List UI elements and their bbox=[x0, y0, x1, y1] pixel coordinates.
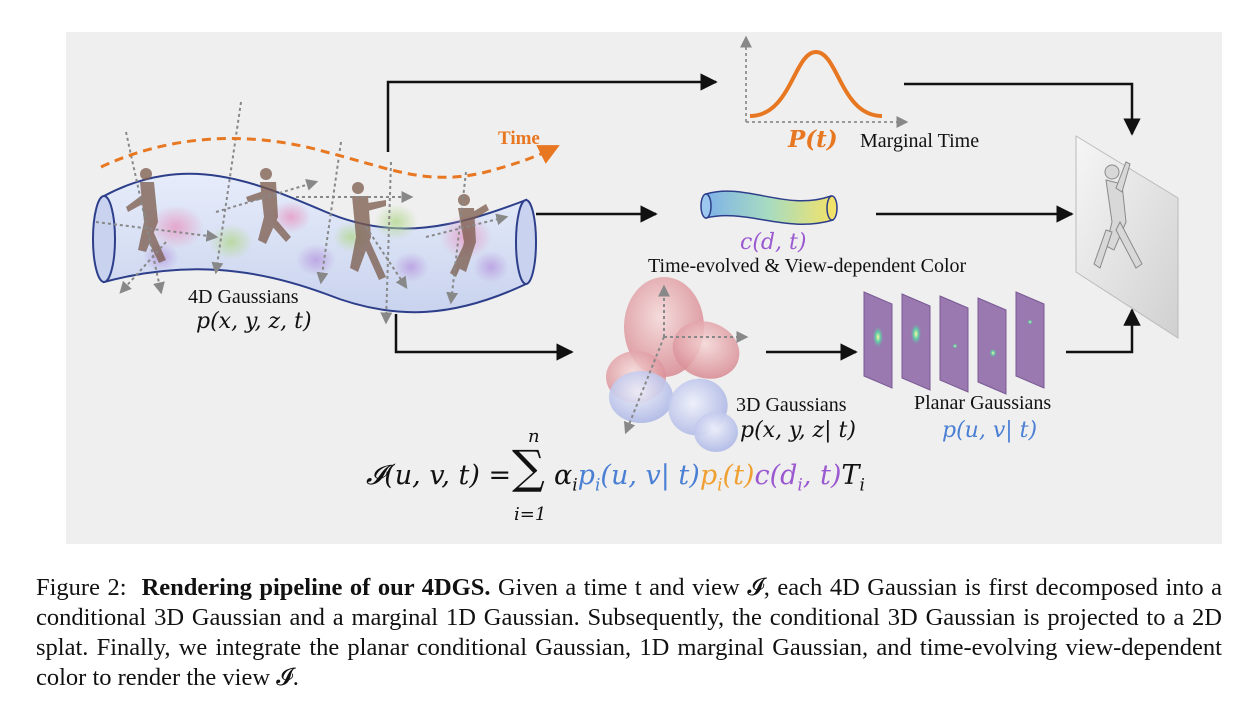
sum-sign: ∑ bbox=[512, 440, 545, 494]
p-cond: p bbox=[577, 460, 595, 491]
marginal-time-label: Marginal Time bbox=[860, 130, 980, 152]
p-cond-args: (u, v| t) bbox=[600, 460, 700, 491]
caption-bold-title: Rendering pipeline of our 4DGS. bbox=[141, 574, 491, 601]
color-function-label: Time-evolved & View-dependent Color bbox=[648, 255, 967, 277]
color-tube bbox=[700, 190, 838, 225]
figure-panel: Time P(t) Marginal Time c(d, t) Time-evo… bbox=[66, 32, 1222, 544]
p-marg: p bbox=[699, 460, 718, 491]
pipeline-diagram bbox=[92, 35, 1179, 452]
planar-gaussians-label: Planar Gaussians bbox=[914, 392, 1052, 414]
rendered-view bbox=[1075, 135, 1179, 339]
3d-gaussians-math: p(x, y, z| t) bbox=[740, 418, 856, 443]
3d-gaussian-ellipsoids bbox=[606, 277, 749, 452]
sum-upper-limit: n bbox=[528, 426, 540, 447]
planar-gaussians-math: p(u, v| t) bbox=[942, 418, 1038, 443]
marginal-time-plot bbox=[740, 35, 909, 128]
axis-lines bbox=[95, 101, 509, 325]
c-close: , t) bbox=[802, 460, 842, 491]
transmittance-term: T bbox=[841, 460, 860, 491]
planar-gaussian-planes bbox=[863, 291, 1045, 395]
sum-lower-limit: i=1 bbox=[514, 504, 547, 525]
color-term: c(di, t) bbox=[754, 460, 842, 495]
marginal-density-term: pi(t) bbox=[699, 460, 755, 495]
equation-lhs: 𝓘(u, v, t) = bbox=[366, 460, 512, 491]
4d-gaussian-tube bbox=[92, 101, 560, 325]
time-label: Time bbox=[498, 128, 540, 149]
4d-gaussians-math: p(x, y, z, t) bbox=[196, 309, 312, 334]
runner-figures bbox=[126, 168, 489, 280]
caption-body: Given a time t and view 𝓘, each 4D Gauss… bbox=[36, 574, 1222, 691]
transmittance-subscript: i bbox=[859, 475, 865, 496]
equation-rhs: αipi(u, v| t)pi(t)c(di, t)Ti bbox=[554, 460, 865, 495]
p-cond-subscript: i bbox=[594, 475, 601, 496]
c-open: c(d bbox=[754, 460, 798, 491]
conditional-density-term: pi(u, v| t) bbox=[577, 460, 700, 495]
4d-gaussians-label: 4D Gaussians bbox=[188, 286, 299, 308]
alpha-term: α bbox=[554, 460, 573, 491]
flow-arrows bbox=[386, 73, 1141, 361]
p-marg-args: (t) bbox=[722, 460, 755, 491]
c-subscript: i bbox=[797, 475, 803, 496]
3d-gaussians-label: 3D Gaussians bbox=[736, 394, 847, 416]
p-marg-subscript: i bbox=[717, 475, 723, 496]
figure-caption: Figure 2: Rendering pipeline of our 4DGS… bbox=[36, 573, 1222, 693]
alpha-subscript: i bbox=[572, 475, 578, 496]
color-function-math: c(d, t) bbox=[740, 230, 807, 255]
caption-prefix: Figure 2: bbox=[36, 574, 142, 601]
time-arrow bbox=[100, 136, 560, 179]
marginal-time-math: P(t) bbox=[788, 126, 838, 153]
